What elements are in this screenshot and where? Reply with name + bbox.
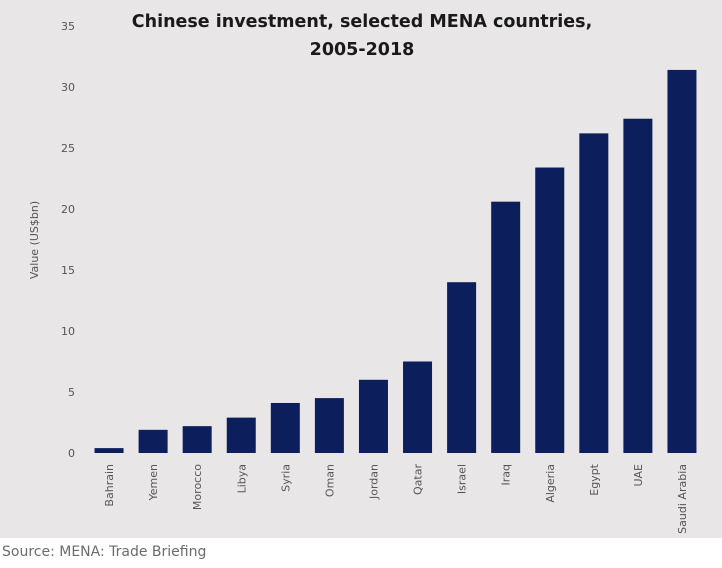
bar-libya [226,417,256,453]
x-tick-label: Algeria [544,464,557,503]
bar-syria [270,402,300,453]
bars [94,69,697,454]
x-tick-label: Iraq [500,464,513,486]
bar-morocco [182,426,212,453]
source-note: Source: MENA: Trade Briefing [2,544,207,560]
bar-egypt [579,133,609,454]
y-axis-ticks: 0 5 10 15 20 25 30 35 [61,20,75,460]
x-tick-label: Oman [323,464,336,497]
x-tick-label: Israel [456,464,469,494]
chart-panel: Value (US$bn) 0 5 10 15 20 25 30 35 Bahrain Yeme… [0,0,722,538]
bar-israel [447,282,477,453]
x-tick-label: Syria [279,464,292,492]
y-tick-label: 5 [68,386,75,399]
chart-title-line-1: Chinese investment, selected MENA countr… [131,12,593,32]
y-tick-label: 35 [61,20,75,33]
chart-title-line-2: 2005-2018 [309,40,415,60]
x-tick-label: Morocco [191,464,204,510]
y-tick-label: 30 [61,81,75,94]
x-tick-label: Saudi Arabia [676,464,689,534]
x-tick-label: Jordan [367,464,380,500]
x-tick-label: UAE [632,464,645,487]
bar-uae [623,118,653,453]
x-axis-ticks: Bahrain Yemen Morocco Libya Syria Oman Jordan Q… [103,463,689,533]
x-tick-label: Yemen [147,464,160,502]
bar-saudi-arabia [667,69,697,454]
y-tick-label: 0 [68,447,75,460]
x-tick-label: Qatar [412,464,425,495]
bar-yemen [138,429,168,453]
bar-iraq [491,201,521,453]
bar-jordan [358,379,388,453]
y-tick-label: 15 [61,264,75,277]
bar-algeria [535,167,565,453]
bar-bahrain [94,448,124,453]
y-tick-label: 20 [61,203,75,216]
y-axis-label: Value (US$bn) [28,201,41,279]
y-tick-label: 25 [61,142,75,155]
y-tick-label: 10 [61,325,75,338]
bar-qatar [403,361,433,453]
x-tick-label: Egypt [588,463,601,495]
chart-title: Chinese investment, selected MENA countr… [100,8,624,64]
bar-chart: Value (US$bn) 0 5 10 15 20 25 30 35 Bahrain Yeme… [28,20,697,534]
x-tick-label: Bahrain [103,464,116,507]
x-tick-label: Libya [235,464,248,493]
bar-oman [314,398,344,453]
